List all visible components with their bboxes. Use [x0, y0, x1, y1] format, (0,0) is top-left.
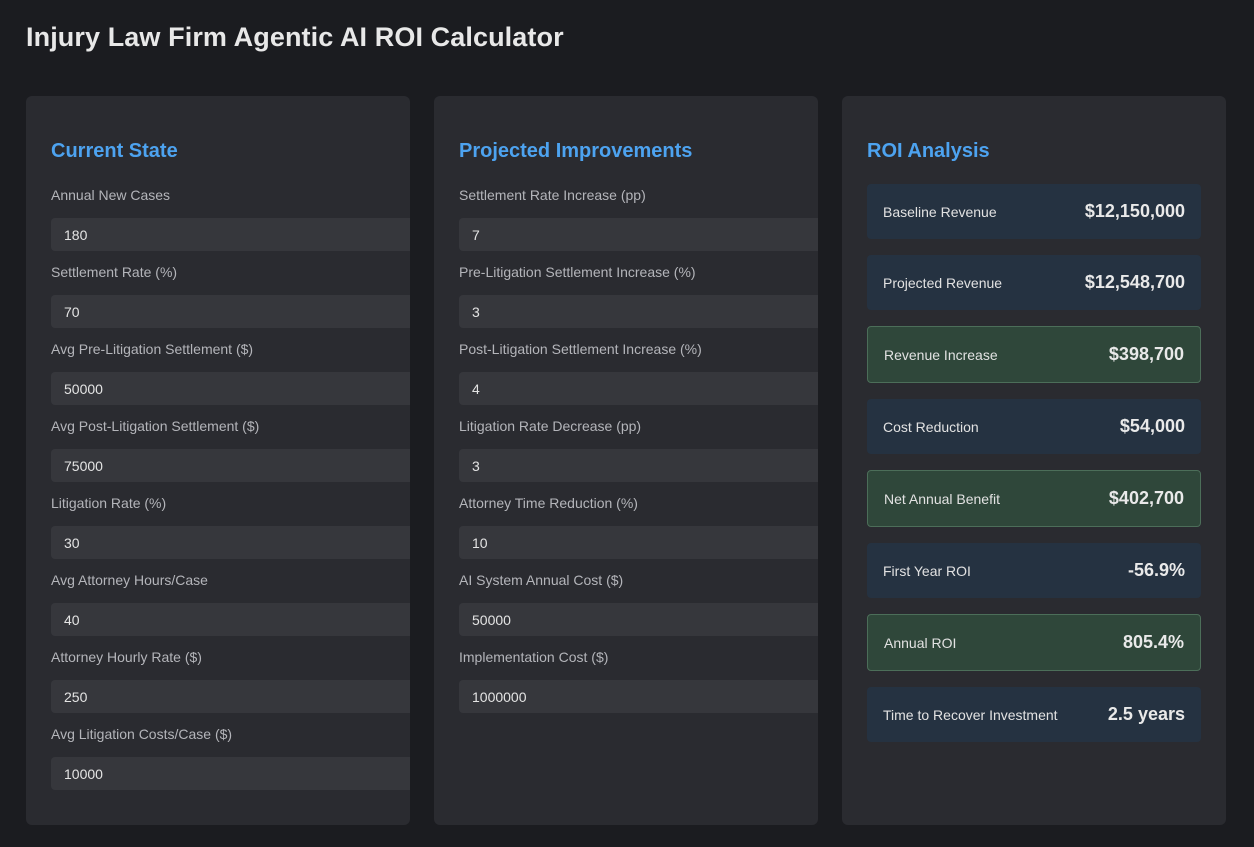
litigation-rate-decrease-field: Litigation Rate Decrease (pp)	[459, 417, 818, 482]
annual-new-cases-input[interactable]	[51, 218, 410, 251]
pre-litigation-settlement-increase-field: Pre-Litigation Settlement Increase (%)	[459, 263, 818, 328]
annual-new-cases-label: Annual New Cases	[51, 187, 171, 203]
projected-improvements-panel: Projected Improvements Settlement Rate I…	[434, 96, 818, 825]
ai-system-annual-cost-input[interactable]	[459, 603, 818, 636]
attorney-hourly-rate-field: Attorney Hourly Rate ($)	[51, 648, 410, 713]
avg-post-litigation-settlement-field: Avg Post-Litigation Settlement ($)	[51, 417, 410, 482]
litigation-rate-label: Litigation Rate (%)	[51, 495, 167, 511]
first-year-roi-value: -56.9%	[1127, 560, 1185, 580]
avg-litigation-costs-label: Avg Litigation Costs/Case ($)	[51, 726, 233, 742]
litigation-rate-field: Litigation Rate (%)	[51, 494, 410, 559]
settlement-rate-increase-field: Settlement Rate Increase (pp)	[459, 186, 818, 251]
avg-post-litigation-settlement-input[interactable]	[51, 449, 410, 482]
revenue-increase-value: $398,700	[1108, 344, 1184, 364]
net-annual-benefit-card: Net Annual Benefit $402,700	[867, 470, 1201, 527]
avg-attorney-hours-input[interactable]	[51, 603, 410, 636]
time-to-recover-label: Time to Recover Investment	[883, 706, 1058, 723]
projected-revenue-card: Projected Revenue $12,548,700	[867, 255, 1201, 310]
time-to-recover-value: 2.5 years	[1107, 704, 1185, 724]
avg-attorney-hours-label: Avg Attorney Hours/Case	[51, 572, 208, 588]
avg-pre-litigation-settlement-label: Avg Pre-Litigation Settlement ($)	[51, 341, 254, 357]
implementation-cost-label: Implementation Cost ($)	[459, 649, 609, 665]
cost-reduction-card: Cost Reduction $54,000	[867, 399, 1201, 454]
current-state-panel: Current State Annual New Cases Settlemen…	[26, 96, 410, 825]
litigation-rate-decrease-input[interactable]	[459, 449, 818, 482]
attorney-time-reduction-label: Attorney Time Reduction (%)	[459, 495, 638, 511]
net-annual-benefit-label: Net Annual Benefit	[884, 490, 1000, 507]
attorney-hourly-rate-label: Attorney Hourly Rate ($)	[51, 649, 202, 665]
cost-reduction-label: Cost Reduction	[883, 418, 979, 435]
post-litigation-settlement-increase-input[interactable]	[459, 372, 818, 405]
cost-reduction-value: $54,000	[1119, 416, 1185, 436]
annual-roi-label: Annual ROI	[884, 634, 957, 651]
litigation-rate-decrease-label: Litigation Rate Decrease (pp)	[459, 418, 642, 434]
projected-revenue-label: Projected Revenue	[883, 274, 1003, 291]
post-litigation-settlement-increase-label: Post-Litigation Settlement Increase (%)	[459, 341, 702, 357]
avg-pre-litigation-settlement-field: Avg Pre-Litigation Settlement ($)	[51, 340, 410, 405]
roi-analysis-heading: ROI Analysis	[867, 140, 990, 162]
pre-litigation-settlement-increase-label: Pre-Litigation Settlement Increase (%)	[459, 264, 696, 280]
avg-pre-litigation-settlement-input[interactable]	[51, 372, 410, 405]
avg-attorney-hours-field: Avg Attorney Hours/Case	[51, 571, 410, 636]
settlement-rate-increase-label: Settlement Rate Increase (pp)	[459, 187, 646, 203]
roi-analysis-panel: ROI Analysis Baseline Revenue $12,150,00…	[842, 96, 1226, 825]
attorney-time-reduction-field: Attorney Time Reduction (%)	[459, 494, 818, 559]
settlement-rate-input[interactable]	[51, 295, 410, 328]
projected-revenue-value: $12,548,700	[1084, 272, 1185, 292]
implementation-cost-field: Implementation Cost ($)	[459, 648, 818, 713]
attorney-hourly-rate-input[interactable]	[51, 680, 410, 713]
projected-improvements-heading: Projected Improvements	[459, 140, 693, 162]
avg-post-litigation-settlement-label: Avg Post-Litigation Settlement ($)	[51, 418, 260, 434]
annual-new-cases-field: Annual New Cases	[51, 186, 410, 251]
pre-litigation-settlement-increase-input[interactable]	[459, 295, 818, 328]
post-litigation-settlement-increase-field: Post-Litigation Settlement Increase (%)	[459, 340, 818, 405]
avg-litigation-costs-field: Avg Litigation Costs/Case ($)	[51, 725, 410, 790]
annual-roi-card: Annual ROI 805.4%	[867, 614, 1201, 671]
settlement-rate-label: Settlement Rate (%)	[51, 264, 178, 280]
baseline-revenue-label: Baseline Revenue	[883, 203, 997, 220]
revenue-increase-card: Revenue Increase $398,700	[867, 326, 1201, 383]
baseline-revenue-card: Baseline Revenue $12,150,000	[867, 184, 1201, 239]
ai-system-annual-cost-field: AI System Annual Cost ($)	[459, 571, 818, 636]
time-to-recover-card: Time to Recover Investment 2.5 years	[867, 687, 1201, 742]
annual-roi-value: 805.4%	[1122, 632, 1184, 652]
avg-litigation-costs-input[interactable]	[51, 757, 410, 790]
litigation-rate-input[interactable]	[51, 526, 410, 559]
revenue-increase-label: Revenue Increase	[884, 346, 998, 363]
ai-system-annual-cost-label: AI System Annual Cost ($)	[459, 572, 624, 588]
first-year-roi-card: First Year ROI -56.9%	[867, 543, 1201, 598]
net-annual-benefit-value: $402,700	[1108, 488, 1184, 508]
settlement-rate-field: Settlement Rate (%)	[51, 263, 410, 328]
attorney-time-reduction-input[interactable]	[459, 526, 818, 559]
page-title: Injury Law Firm Agentic AI ROI Calculato…	[26, 22, 564, 52]
baseline-revenue-value: $12,150,000	[1084, 201, 1185, 221]
first-year-roi-label: First Year ROI	[883, 562, 971, 579]
settlement-rate-increase-input[interactable]	[459, 218, 818, 251]
current-state-heading: Current State	[51, 140, 178, 162]
implementation-cost-input[interactable]	[459, 680, 818, 713]
